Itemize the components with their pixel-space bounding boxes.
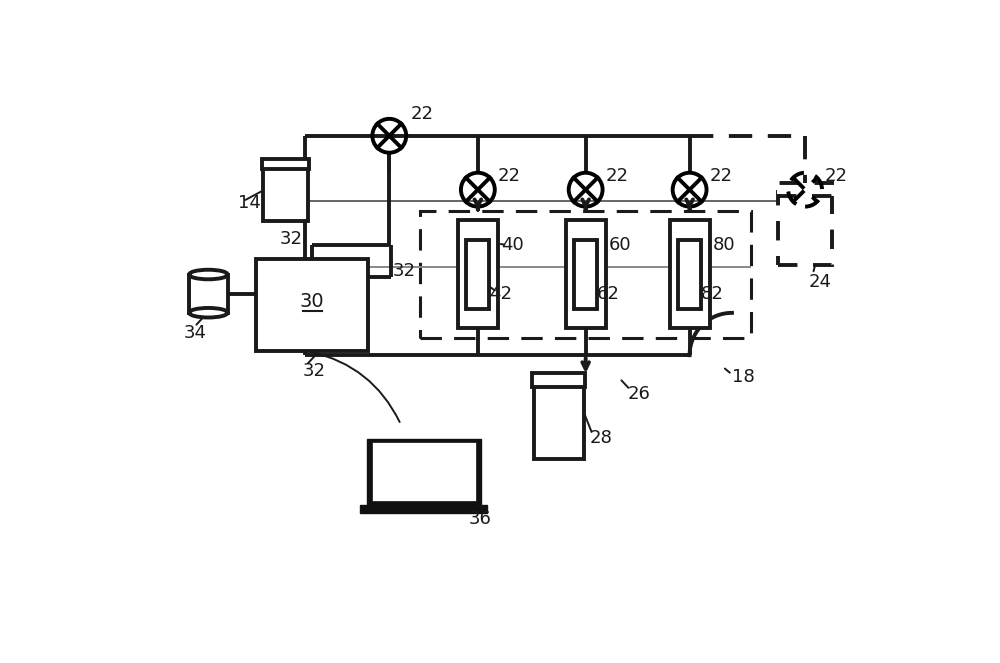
Bar bbox=[466, 240, 489, 309]
Text: 24: 24 bbox=[809, 272, 832, 290]
Text: 40: 40 bbox=[501, 236, 524, 254]
Bar bbox=[360, 505, 487, 513]
Bar bbox=[189, 274, 228, 313]
Bar bbox=[566, 221, 606, 328]
Text: 22: 22 bbox=[498, 167, 521, 185]
Text: 30: 30 bbox=[300, 292, 325, 311]
Text: 80: 80 bbox=[713, 236, 735, 254]
Bar bbox=[256, 259, 368, 351]
Ellipse shape bbox=[189, 308, 228, 318]
Bar bbox=[262, 159, 309, 170]
Text: 32: 32 bbox=[280, 230, 303, 248]
Bar bbox=[532, 373, 585, 387]
Bar bbox=[534, 382, 584, 459]
Ellipse shape bbox=[189, 270, 228, 279]
Bar bbox=[263, 166, 308, 221]
Bar bbox=[420, 211, 751, 337]
Text: 34: 34 bbox=[184, 324, 207, 342]
Text: 60: 60 bbox=[609, 236, 631, 254]
Text: 42: 42 bbox=[489, 284, 512, 302]
Text: 32: 32 bbox=[303, 361, 326, 380]
Bar bbox=[372, 442, 476, 501]
Bar bbox=[678, 240, 701, 309]
Text: 22: 22 bbox=[606, 167, 629, 185]
Bar bbox=[574, 240, 597, 309]
Text: 22: 22 bbox=[411, 105, 434, 123]
Text: 26: 26 bbox=[628, 385, 651, 402]
Bar bbox=[670, 221, 710, 328]
Text: 82: 82 bbox=[700, 284, 723, 302]
Bar bbox=[777, 183, 834, 196]
Text: 62: 62 bbox=[596, 284, 619, 302]
Bar bbox=[778, 192, 832, 265]
FancyArrowPatch shape bbox=[311, 352, 400, 422]
Text: 22: 22 bbox=[710, 167, 733, 185]
Bar bbox=[458, 221, 498, 328]
Bar bbox=[367, 438, 481, 505]
Text: 36: 36 bbox=[469, 511, 491, 528]
Text: 18: 18 bbox=[732, 368, 755, 386]
Text: 14: 14 bbox=[238, 194, 260, 211]
Text: 32: 32 bbox=[393, 263, 416, 280]
Text: 28: 28 bbox=[590, 428, 612, 447]
Text: 22: 22 bbox=[825, 167, 848, 185]
